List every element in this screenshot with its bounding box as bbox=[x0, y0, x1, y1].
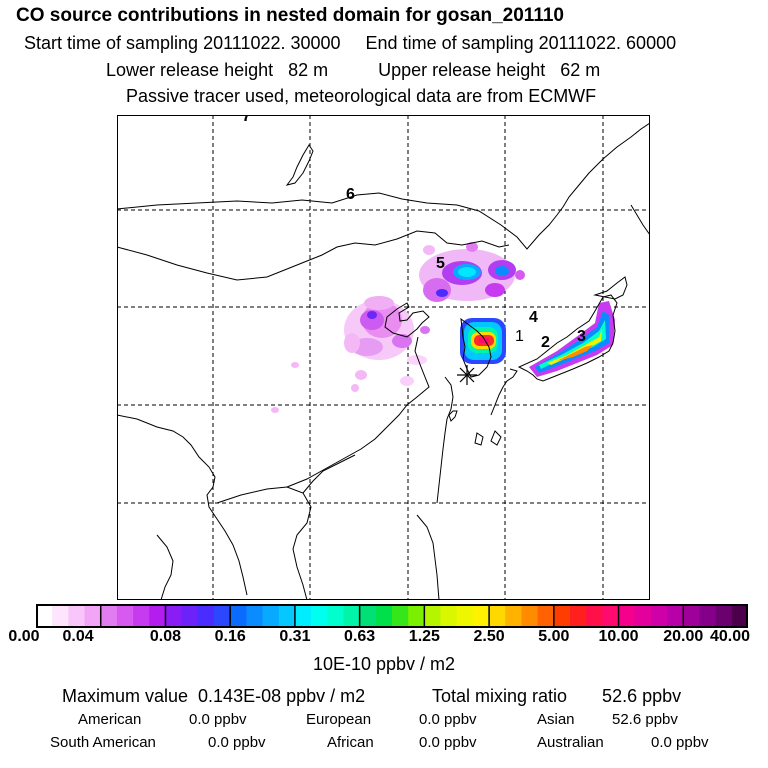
plume-manchuria bbox=[419, 242, 525, 302]
plume-japan bbox=[529, 301, 615, 377]
colorbar-swatch bbox=[634, 604, 652, 628]
colorbar-frame bbox=[36, 604, 748, 628]
colorbar-tick-label: 20.00 bbox=[663, 628, 704, 645]
colorbar-swatch bbox=[230, 604, 247, 628]
region-label-6: 6 bbox=[346, 186, 355, 203]
plume-korea bbox=[460, 318, 506, 364]
region-name-asian: Asian bbox=[537, 711, 575, 728]
colorbar-swatch bbox=[84, 604, 102, 628]
colorbar-tick-label: 5.00 bbox=[538, 628, 570, 645]
colorbar-swatch bbox=[311, 604, 328, 628]
colorbar-swatch bbox=[699, 604, 717, 628]
colorbar-swatch bbox=[472, 604, 490, 628]
region-value-south-american: 0.0 ppbv bbox=[208, 734, 266, 751]
colorbar-swatch bbox=[683, 604, 701, 628]
colorbar-tick-label: 1.25 bbox=[408, 628, 440, 645]
colorbar-swatch bbox=[149, 604, 167, 628]
source-contribution-map: 7 6 5 4 1 2 3 bbox=[117, 115, 650, 600]
colorbar-swatch bbox=[650, 604, 668, 628]
colorbar-swatch bbox=[359, 604, 377, 628]
colorbar-tick-label: 10.00 bbox=[598, 628, 639, 645]
colorbar-swatch bbox=[424, 604, 442, 628]
colorbar-units: 10E-10 ppbv / m2 bbox=[312, 654, 456, 674]
colorbar-swatch bbox=[553, 604, 571, 628]
colorbar-swatch bbox=[456, 604, 474, 628]
colorbar-swatch bbox=[392, 604, 409, 628]
colorbar-swatch bbox=[731, 604, 748, 628]
region-name-african: African bbox=[327, 734, 374, 751]
colorbar-swatch bbox=[327, 604, 345, 628]
colorbar-swatch bbox=[214, 604, 231, 628]
colorbar-swatch bbox=[181, 604, 199, 628]
coastlines bbox=[117, 122, 650, 600]
colorbar-swatch bbox=[278, 604, 296, 628]
region-value-european: 0.0 ppbv bbox=[419, 711, 477, 728]
region-label-2: 2 bbox=[541, 334, 550, 351]
colorbar-tick-label: 0.08 bbox=[149, 628, 182, 645]
colorbar-swatch bbox=[165, 604, 183, 628]
colorbar-swatch bbox=[505, 604, 523, 628]
colorbar-swatch bbox=[375, 604, 393, 628]
colorbar-swatch bbox=[586, 604, 603, 628]
colorbar-swatch bbox=[36, 604, 53, 628]
colorbar-swatch bbox=[133, 604, 150, 628]
colorbar-swatch bbox=[246, 604, 264, 628]
plume-china bbox=[271, 296, 430, 413]
map-frame bbox=[117, 115, 650, 600]
colorbar-tick-label: 2.50 bbox=[473, 628, 505, 645]
colorbar-swatch bbox=[521, 604, 539, 628]
colorbar-swatch bbox=[715, 604, 733, 628]
colorbar-swatch bbox=[68, 604, 86, 628]
colorbar-swatch bbox=[667, 604, 684, 628]
colorbar bbox=[36, 604, 748, 628]
region-value-australian: 0.0 ppbv bbox=[651, 734, 709, 751]
colorbar-swatch bbox=[100, 604, 118, 628]
colorbar-swatch bbox=[343, 604, 361, 628]
region-name-american: American bbox=[78, 711, 142, 728]
colorbar-swatch bbox=[262, 604, 280, 628]
colorbar-tick-label: 40.00 bbox=[709, 628, 751, 645]
colorbar-swatch bbox=[570, 604, 587, 628]
colorbar-swatch bbox=[294, 604, 312, 628]
region-label-7: 7 bbox=[242, 115, 251, 125]
colorbar-tick-label: 0.31 bbox=[279, 628, 311, 645]
region-name-south-american: South American bbox=[50, 734, 156, 751]
colorbar-tick-label: 0.63 bbox=[344, 628, 376, 645]
region-value-asian: 52.6 ppbv bbox=[612, 711, 678, 728]
region-label-1: 1 bbox=[515, 328, 524, 345]
colorbar-swatch bbox=[618, 604, 636, 628]
receptor-asterisk-icon bbox=[457, 365, 477, 385]
sampling-time-line: Start time of sampling 20111022. 30000 E… bbox=[24, 33, 677, 53]
colorbar-swatch bbox=[602, 604, 620, 628]
release-height-line: Lower release height 82 m Upper release … bbox=[106, 60, 601, 80]
total-mixing-ratio: Total mixing ratio 52.6 ppbv bbox=[432, 686, 682, 706]
region-name-australian: Australian bbox=[537, 734, 604, 751]
colorbar-swatch bbox=[489, 604, 506, 628]
colorbar-swatch bbox=[537, 604, 555, 628]
region-label-4: 4 bbox=[529, 309, 538, 326]
colorbar-swatch bbox=[197, 604, 215, 628]
colorbar-tick-label: 0.16 bbox=[214, 628, 246, 645]
tracer-info-line: Passive tracer used, meteorological data… bbox=[126, 86, 597, 106]
colorbar-tick-labels: 0.00 0.04 0.08 0.16 0.31 0.63 1.25 2.50 5.00 10.0… bbox=[0, 628, 768, 648]
colorbar-swatch bbox=[408, 604, 425, 628]
maximum-value: Maximum value 0.143E-08 ppbv / m2 bbox=[62, 686, 366, 706]
colorbar-tick-label: 0.04 bbox=[62, 628, 94, 645]
colorbar-swatch bbox=[116, 604, 134, 628]
colorbar-swatch bbox=[440, 604, 458, 628]
region-name-european: European bbox=[306, 711, 372, 728]
region-label-5: 5 bbox=[436, 255, 445, 272]
figure-title: CO source contributions in nested domain… bbox=[16, 5, 564, 26]
region-value-american: 0.0 ppbv bbox=[189, 711, 247, 728]
region-value-african: 0.0 ppbv bbox=[419, 734, 477, 751]
colorbar-swatch bbox=[52, 604, 69, 628]
colorbar-tick-label: 0.00 bbox=[8, 628, 40, 645]
region-label-3: 3 bbox=[577, 328, 586, 345]
